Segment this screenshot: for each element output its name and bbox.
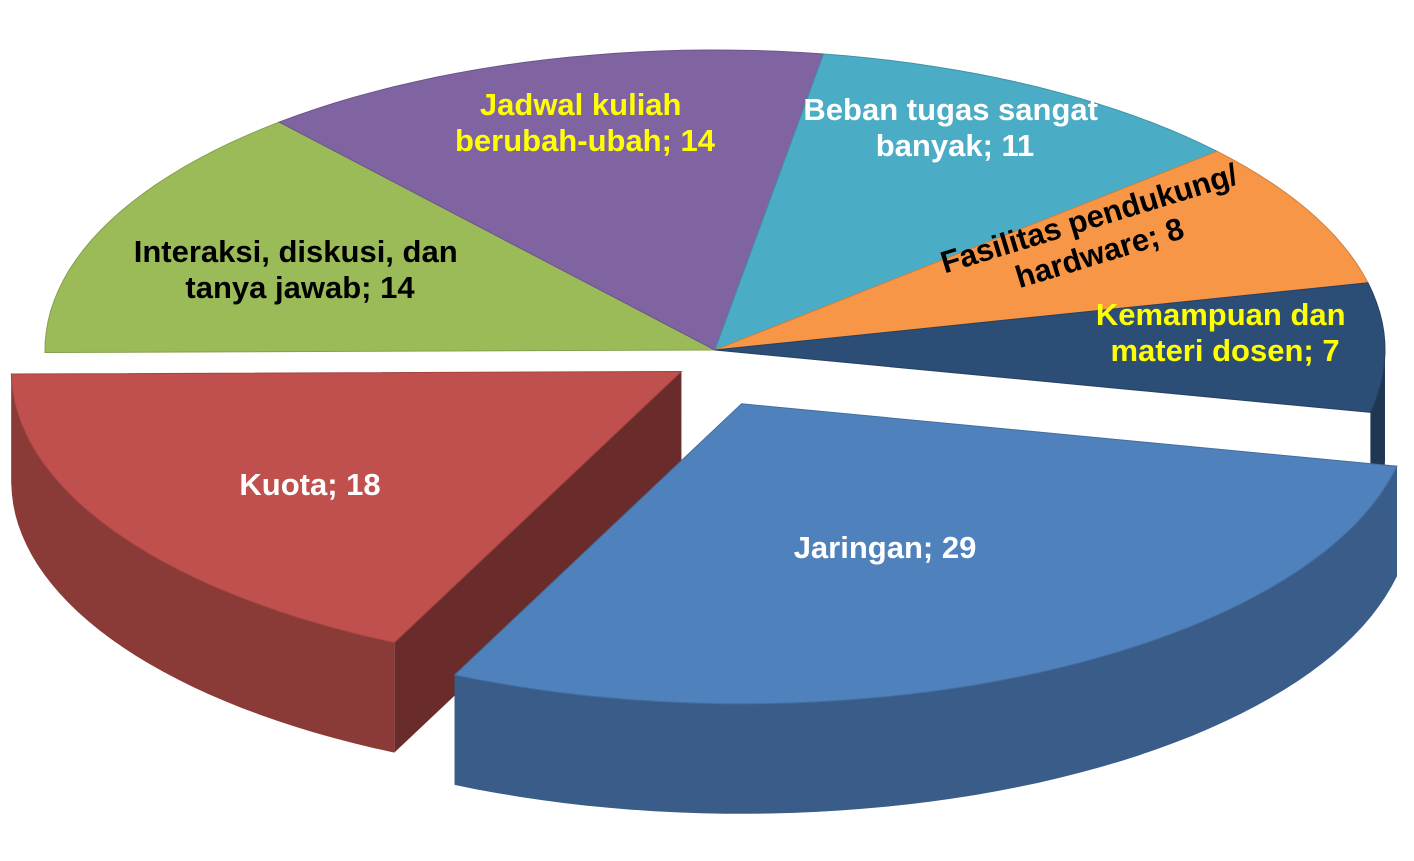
- data-label-line: banyak; 11: [876, 128, 1035, 163]
- slice: [10, 370, 683, 644]
- slice-side: [454, 466, 1398, 814]
- slice-side: [11, 374, 395, 753]
- data-label-line: Jadwal kuliah: [480, 87, 690, 122]
- slice: [714, 53, 1219, 351]
- data-label: Beban tugas sangat banyak; 11: [803, 92, 1106, 163]
- data-label-line: Interaksi, diskusi, dan: [134, 234, 467, 269]
- data-label-line: Beban tugas sangat: [803, 92, 1106, 127]
- data-label-line: berubah-ubah; 14: [455, 123, 716, 158]
- data-label-line: Jaringan; 29: [794, 530, 977, 565]
- slice: [44, 121, 716, 354]
- data-label: Kuota; 18: [239, 467, 380, 502]
- data-label-line: tanya jawab; 14: [185, 270, 415, 305]
- data-label: Kemampuan dan materi dosen; 7: [1096, 297, 1354, 368]
- data-label-line: materi dosen; 7: [1110, 333, 1339, 368]
- data-label: Interaksi, diskusi, dan tanya jawab; 14: [134, 234, 467, 305]
- data-label-line: Kemampuan dan: [1096, 297, 1354, 332]
- slice: [453, 403, 1398, 705]
- data-label-line: Kuota; 18: [239, 467, 380, 502]
- slice: [277, 49, 825, 351]
- data-label: Jaringan; 29: [794, 530, 977, 565]
- slice: [714, 150, 1369, 351]
- data-label: Jadwal kuliah berubah-ubah; 14: [455, 87, 716, 158]
- slice: [714, 282, 1386, 413]
